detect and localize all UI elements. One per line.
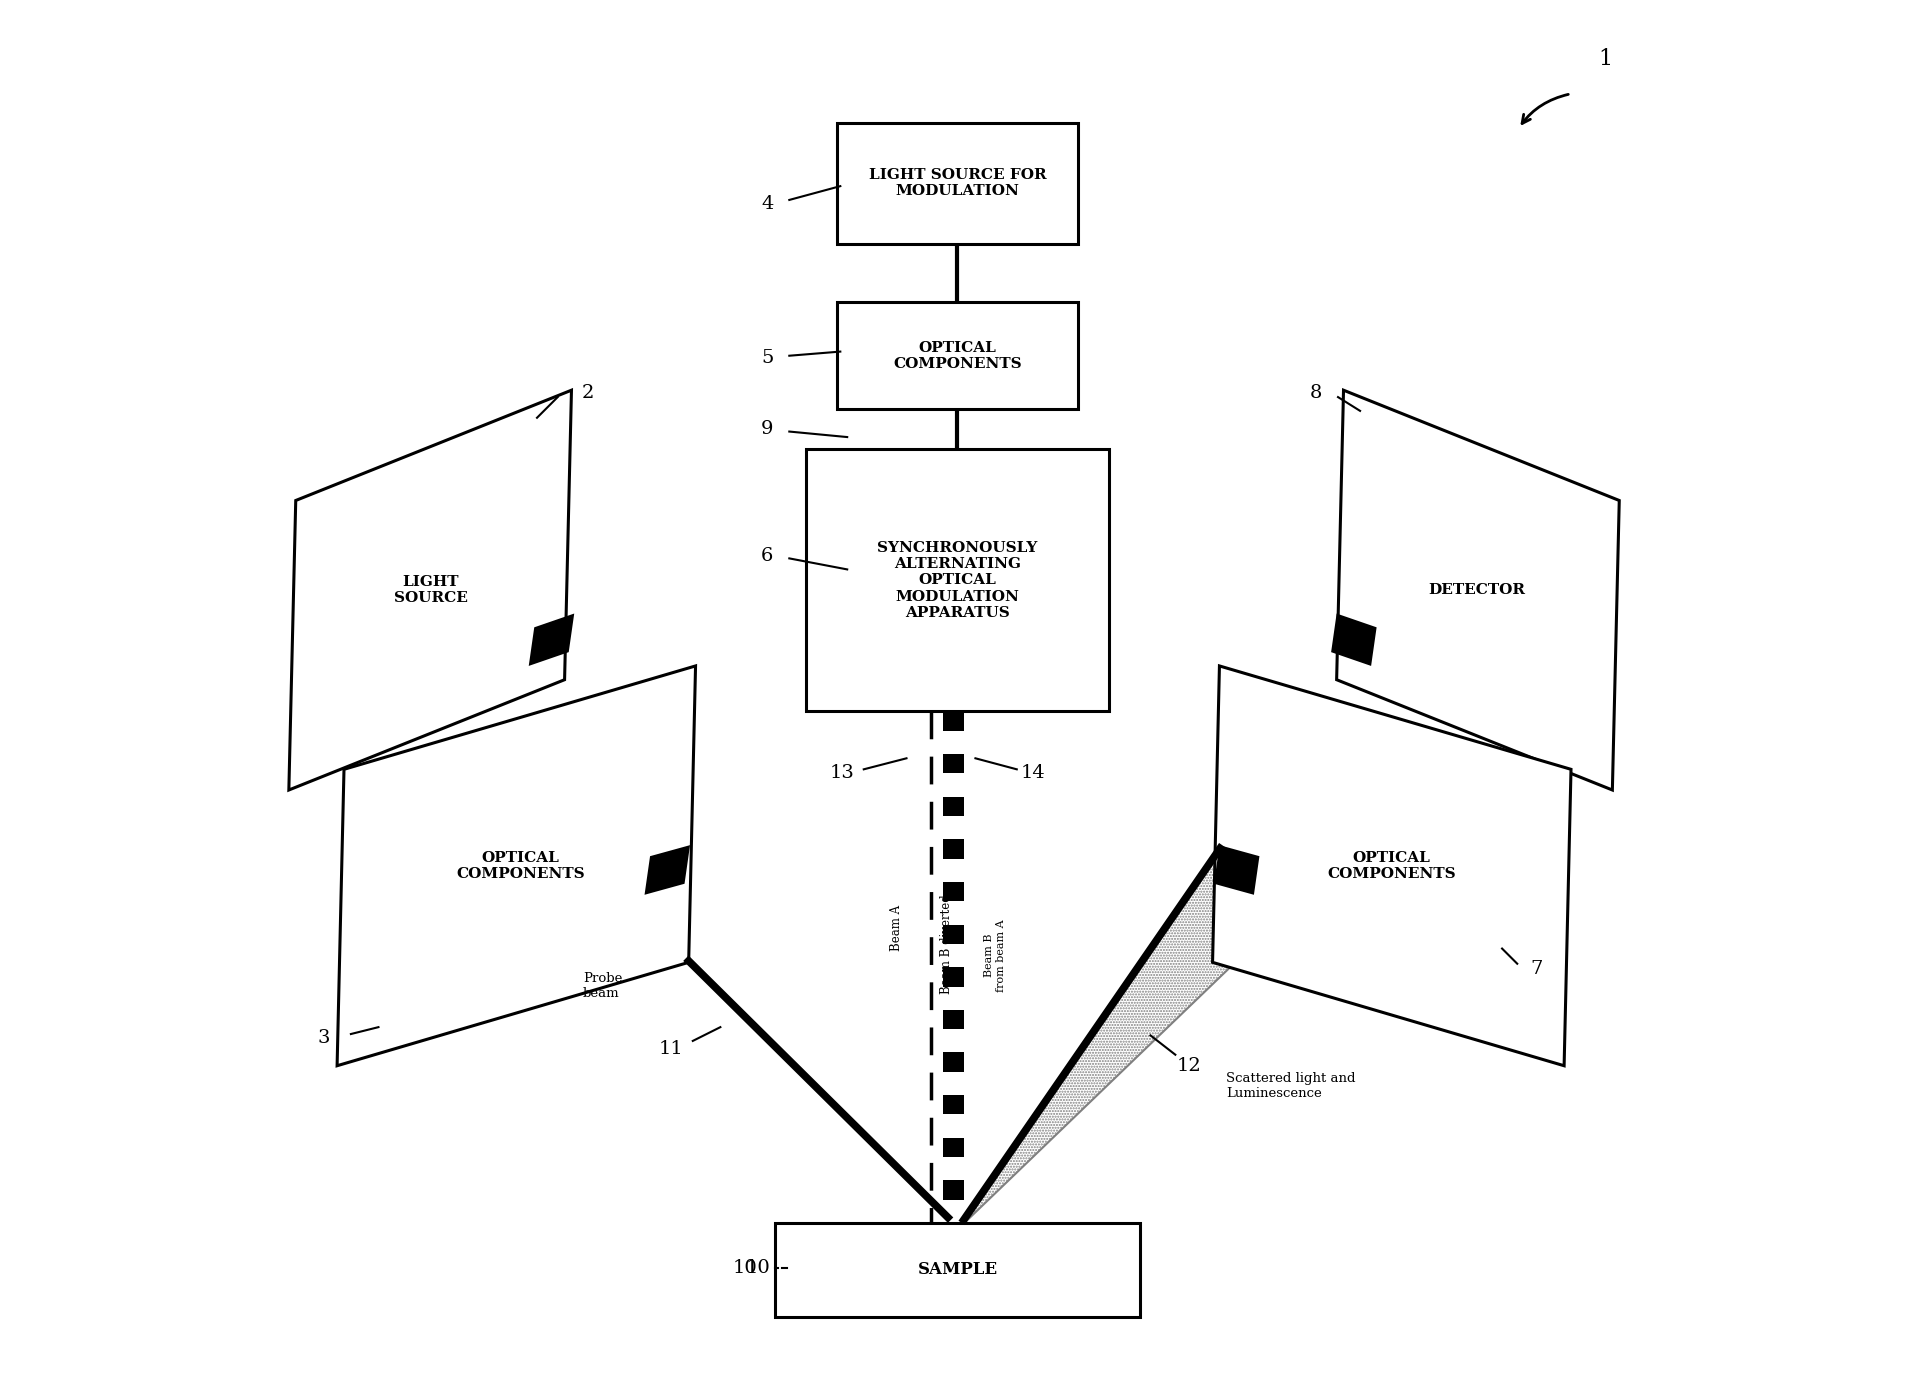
Text: 3: 3	[318, 1029, 329, 1047]
Polygon shape	[289, 390, 570, 791]
Polygon shape	[1336, 390, 1619, 791]
Text: 2: 2	[582, 384, 593, 402]
Text: 1: 1	[1598, 49, 1612, 71]
Text: OPTICAL
COMPONENTS: OPTICAL COMPONENTS	[892, 341, 1022, 370]
Text: 12: 12	[1175, 1057, 1200, 1075]
Text: Probe
beam: Probe beam	[582, 972, 622, 1000]
Text: 4: 4	[760, 196, 773, 214]
Bar	[942, 796, 963, 816]
Text: 6: 6	[760, 546, 773, 565]
Text: Beam B
from beam A: Beam B from beam A	[984, 920, 1005, 992]
Text: 14: 14	[1020, 764, 1045, 782]
Bar	[942, 967, 963, 986]
Bar	[942, 1096, 963, 1114]
FancyBboxPatch shape	[836, 122, 1078, 244]
Text: DETECTOR: DETECTOR	[1428, 583, 1525, 596]
Text: 8: 8	[1309, 384, 1321, 402]
Bar	[942, 1180, 963, 1200]
Text: SYNCHRONOUSLY
ALTERNATING
OPTICAL
MODULATION
APPARATUS: SYNCHRONOUSLY ALTERNATING OPTICAL MODULA…	[877, 541, 1037, 620]
Bar	[942, 839, 963, 859]
Text: Beam B diverted: Beam B diverted	[940, 895, 953, 994]
Polygon shape	[337, 666, 695, 1065]
Bar	[942, 755, 963, 774]
Bar	[942, 925, 963, 945]
Text: OPTICAL
COMPONENTS: OPTICAL COMPONENTS	[1326, 850, 1455, 881]
FancyBboxPatch shape	[775, 1223, 1139, 1316]
Text: LIGHT
SOURCE: LIGHT SOURCE	[394, 576, 467, 605]
Text: LIGHT SOURCE FOR
MODULATION: LIGHT SOURCE FOR MODULATION	[869, 168, 1045, 198]
Text: Scattered light and
Luminescence: Scattered light and Luminescence	[1225, 1072, 1355, 1100]
Polygon shape	[1330, 613, 1376, 666]
FancyBboxPatch shape	[806, 449, 1108, 712]
Text: 5: 5	[760, 350, 773, 368]
Polygon shape	[1212, 666, 1569, 1065]
Text: OPTICAL
COMPONENTS: OPTICAL COMPONENTS	[456, 850, 584, 881]
Polygon shape	[528, 613, 574, 666]
Bar	[942, 1010, 963, 1029]
Text: 13: 13	[829, 764, 854, 782]
Text: 10: 10	[745, 1259, 769, 1277]
FancyBboxPatch shape	[836, 302, 1078, 409]
Bar	[942, 1053, 963, 1072]
Text: 7: 7	[1529, 960, 1543, 978]
Text: 10: 10	[733, 1259, 758, 1277]
Polygon shape	[1213, 845, 1259, 895]
Bar	[942, 882, 963, 902]
Text: 11: 11	[658, 1040, 683, 1058]
Text: Beam A: Beam A	[890, 904, 903, 951]
Text: SAMPLE: SAMPLE	[917, 1261, 997, 1279]
Bar	[942, 1137, 963, 1157]
Text: 9: 9	[760, 420, 773, 438]
Polygon shape	[645, 845, 689, 895]
Bar	[942, 712, 963, 731]
